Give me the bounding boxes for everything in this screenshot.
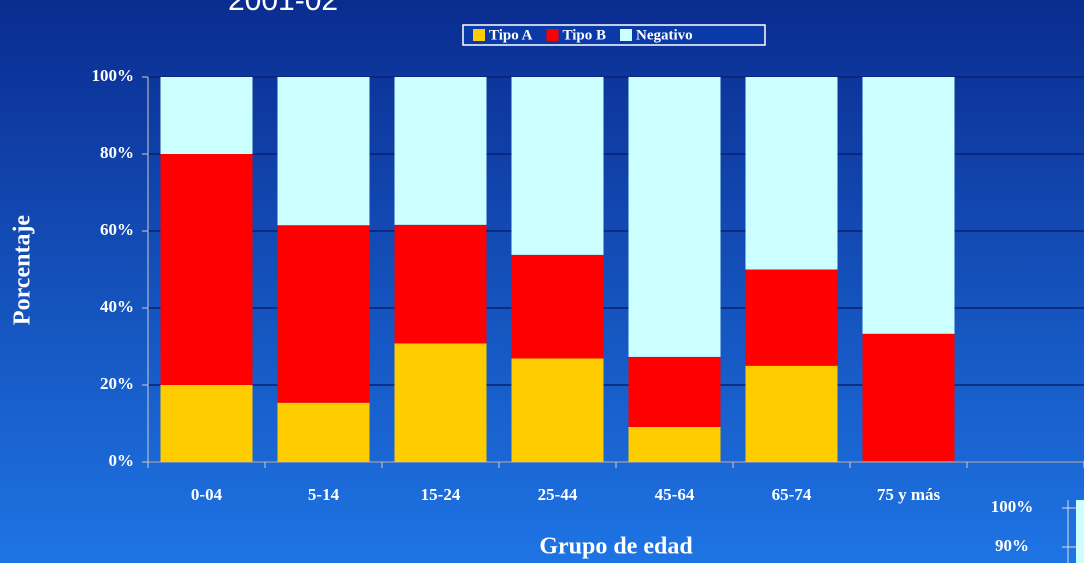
x-tick-label: 0-04 — [191, 485, 223, 504]
bar-segment — [160, 385, 253, 462]
bar-segment — [628, 356, 721, 427]
x-tick-label: 45-64 — [655, 485, 695, 504]
fragment-tick-label: 90% — [995, 536, 1029, 555]
bar-segment — [394, 77, 487, 225]
bar-segment — [511, 254, 604, 359]
bar-segment — [394, 224, 487, 344]
bar-segment — [277, 225, 370, 403]
bar-segment — [511, 358, 604, 462]
chart-title: 2001-02 — [228, 0, 338, 17]
bar-segment — [628, 426, 721, 462]
y-tick-label: 0% — [109, 451, 135, 470]
bar-segment — [745, 77, 838, 270]
bar-segment — [628, 77, 721, 357]
legend-swatch — [546, 29, 559, 41]
x-tick-label: 25-44 — [538, 485, 578, 504]
x-tick-label: 75 y más — [877, 485, 941, 504]
bar-segment — [511, 77, 604, 255]
legend-swatch — [620, 29, 632, 41]
bar-segment — [160, 77, 253, 154]
bar-segment — [277, 402, 370, 462]
y-tick-label: 60% — [100, 220, 134, 239]
bar-segment — [160, 154, 253, 385]
y-tick-label: 20% — [100, 374, 134, 393]
x-tick-label: 5-14 — [308, 485, 340, 504]
x-axis-label: Grupo de edad — [539, 534, 693, 560]
y-axis-label: Porcentaje — [10, 215, 36, 326]
legend-swatch — [473, 29, 485, 41]
bar-segment — [862, 77, 955, 334]
y-tick-label: 80% — [100, 143, 134, 162]
fragment-tick-label: 100% — [991, 497, 1034, 516]
legend-box — [462, 24, 766, 46]
x-tick-label: 15-24 — [421, 485, 461, 504]
legend-label: Tipo B — [563, 27, 607, 43]
bar-segment — [745, 269, 838, 366]
bar-segment — [394, 343, 487, 462]
legend-label: Negativo — [636, 27, 693, 43]
legend-label: Tipo A — [489, 27, 533, 43]
bar-segment — [745, 365, 838, 462]
y-tick-label: 40% — [100, 297, 134, 316]
y-tick-label: 100% — [92, 66, 135, 85]
bar-segment — [862, 333, 955, 462]
fragment-bar — [1076, 500, 1084, 563]
bar-segment — [277, 77, 370, 226]
x-tick-label: 65-74 — [772, 485, 812, 504]
